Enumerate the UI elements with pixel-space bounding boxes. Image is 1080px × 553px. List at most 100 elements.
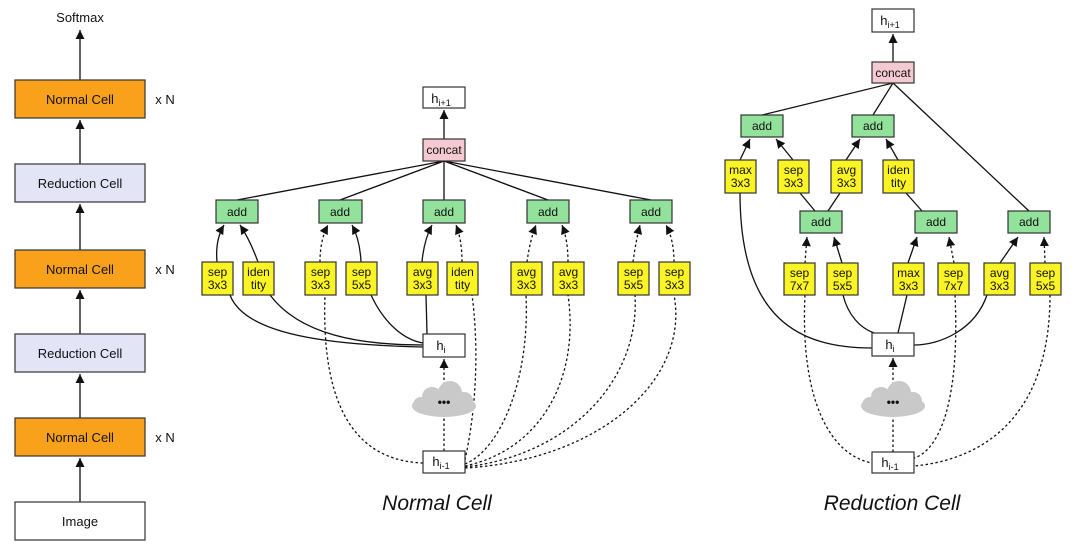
add-nodes: add add add add add bbox=[215, 199, 673, 224]
op-label: avg bbox=[559, 265, 578, 279]
concat-node bbox=[871, 61, 915, 84]
reduction-cell-label: Reduction Cell bbox=[38, 176, 123, 191]
concat-node bbox=[422, 138, 466, 162]
add-label: add bbox=[330, 205, 350, 219]
op-label: 7x7 bbox=[944, 279, 964, 293]
edge bbox=[739, 138, 751, 161]
op-node bbox=[937, 262, 970, 296]
op-label: 5x5 bbox=[1036, 279, 1056, 293]
add-node bbox=[422, 199, 466, 224]
op-label: iden bbox=[887, 163, 910, 177]
op-node bbox=[617, 261, 650, 296]
add-label: add bbox=[926, 215, 946, 229]
edge bbox=[561, 224, 570, 263]
op-node bbox=[658, 261, 691, 296]
op-label: sep bbox=[624, 265, 644, 279]
op-label: 7x7 bbox=[790, 279, 810, 293]
add-label: add bbox=[227, 205, 247, 219]
op-label: sep bbox=[665, 265, 685, 279]
op-label: 3x3 bbox=[517, 278, 537, 292]
svg-text:•••: ••• bbox=[887, 395, 900, 409]
normal-cell-diagram: hi+1 concat add add add add add sep3x3id… bbox=[201, 86, 691, 515]
op-label: 3x3 bbox=[665, 278, 685, 292]
op-label: tity bbox=[251, 278, 266, 292]
edge bbox=[913, 294, 988, 346]
architecture-stack: Softmax Normal Cell x N Reduction Cell N… bbox=[14, 10, 175, 541]
op-label: sep bbox=[784, 163, 804, 177]
op-label: iden bbox=[247, 265, 270, 279]
edge bbox=[907, 236, 919, 264]
h-prev-node bbox=[871, 451, 915, 474]
op-node bbox=[882, 159, 915, 194]
add-node bbox=[799, 210, 843, 234]
add-node bbox=[629, 199, 673, 224]
reduction-cell-diagram: hi+1 concat add add add add add max3x3se… bbox=[724, 8, 1062, 515]
op-label: 3x3 bbox=[413, 278, 433, 292]
svg-text:•••: ••• bbox=[438, 395, 451, 409]
op-label: tity bbox=[891, 176, 906, 190]
normal-cell-label: Normal Cell bbox=[46, 92, 114, 107]
edge bbox=[946, 236, 956, 264]
edge bbox=[803, 294, 873, 464]
h-cur-node bbox=[871, 332, 915, 357]
op-label: sep bbox=[1036, 266, 1056, 280]
h-next-label: hi+1 bbox=[431, 91, 451, 108]
op-node bbox=[983, 262, 1016, 296]
add-label: add bbox=[538, 205, 558, 219]
add-node bbox=[914, 210, 958, 234]
edge bbox=[269, 294, 424, 346]
edge bbox=[801, 236, 811, 264]
op-nodes: sep3x3identitysep3x3sep5x5avg3x3identity… bbox=[201, 261, 691, 296]
op-label: sep bbox=[311, 265, 331, 279]
normal-cell-block bbox=[14, 417, 146, 457]
op-label: iden bbox=[451, 265, 474, 279]
h-prev-node bbox=[422, 450, 466, 474]
h-cur-node bbox=[422, 333, 466, 358]
op-label: avg bbox=[413, 265, 432, 279]
op-label: 3x3 bbox=[208, 278, 228, 292]
op-label: 3x3 bbox=[559, 278, 579, 292]
op-node bbox=[783, 262, 816, 296]
edge bbox=[775, 138, 794, 161]
op-label: max bbox=[897, 266, 920, 280]
op-label: 5x5 bbox=[624, 278, 644, 292]
op-label: 3x3 bbox=[731, 176, 751, 190]
add-nodes: add add add add add bbox=[740, 114, 1051, 234]
op-label: 3x3 bbox=[837, 176, 857, 190]
add-label: add bbox=[863, 119, 883, 133]
op-label: avg bbox=[517, 265, 536, 279]
op-label: 3x3 bbox=[311, 278, 331, 292]
add-label: add bbox=[752, 119, 772, 133]
op-label: sep bbox=[833, 266, 853, 280]
edge bbox=[526, 224, 537, 263]
edge bbox=[632, 224, 643, 263]
op-label: 3x3 bbox=[990, 279, 1010, 293]
edges bbox=[799, 192, 923, 212]
op-node bbox=[892, 262, 925, 296]
h-next-node bbox=[871, 8, 915, 33]
op-label: avg bbox=[837, 163, 856, 177]
reduction-cell-block bbox=[14, 163, 146, 203]
op-node bbox=[242, 261, 275, 296]
edge bbox=[239, 224, 259, 263]
edge bbox=[1039, 236, 1049, 264]
op-node bbox=[201, 261, 234, 296]
reduction-cell-label: Reduction Cell bbox=[38, 346, 123, 361]
add-node bbox=[526, 199, 570, 224]
h-next-node bbox=[422, 86, 466, 109]
op-node bbox=[826, 262, 859, 296]
op-label: avg bbox=[990, 266, 1009, 280]
op-label: tity bbox=[455, 278, 470, 292]
normal-cell-block bbox=[14, 79, 146, 119]
op-label: 3x3 bbox=[899, 279, 919, 293]
op-node bbox=[552, 261, 585, 296]
concat-label: concat bbox=[875, 66, 911, 80]
op-node bbox=[304, 261, 337, 296]
op-label: sep bbox=[208, 265, 228, 279]
edge bbox=[913, 294, 957, 459]
repeat-label: x N bbox=[155, 262, 175, 277]
add-node bbox=[851, 114, 895, 138]
op-label: sep bbox=[944, 266, 964, 280]
